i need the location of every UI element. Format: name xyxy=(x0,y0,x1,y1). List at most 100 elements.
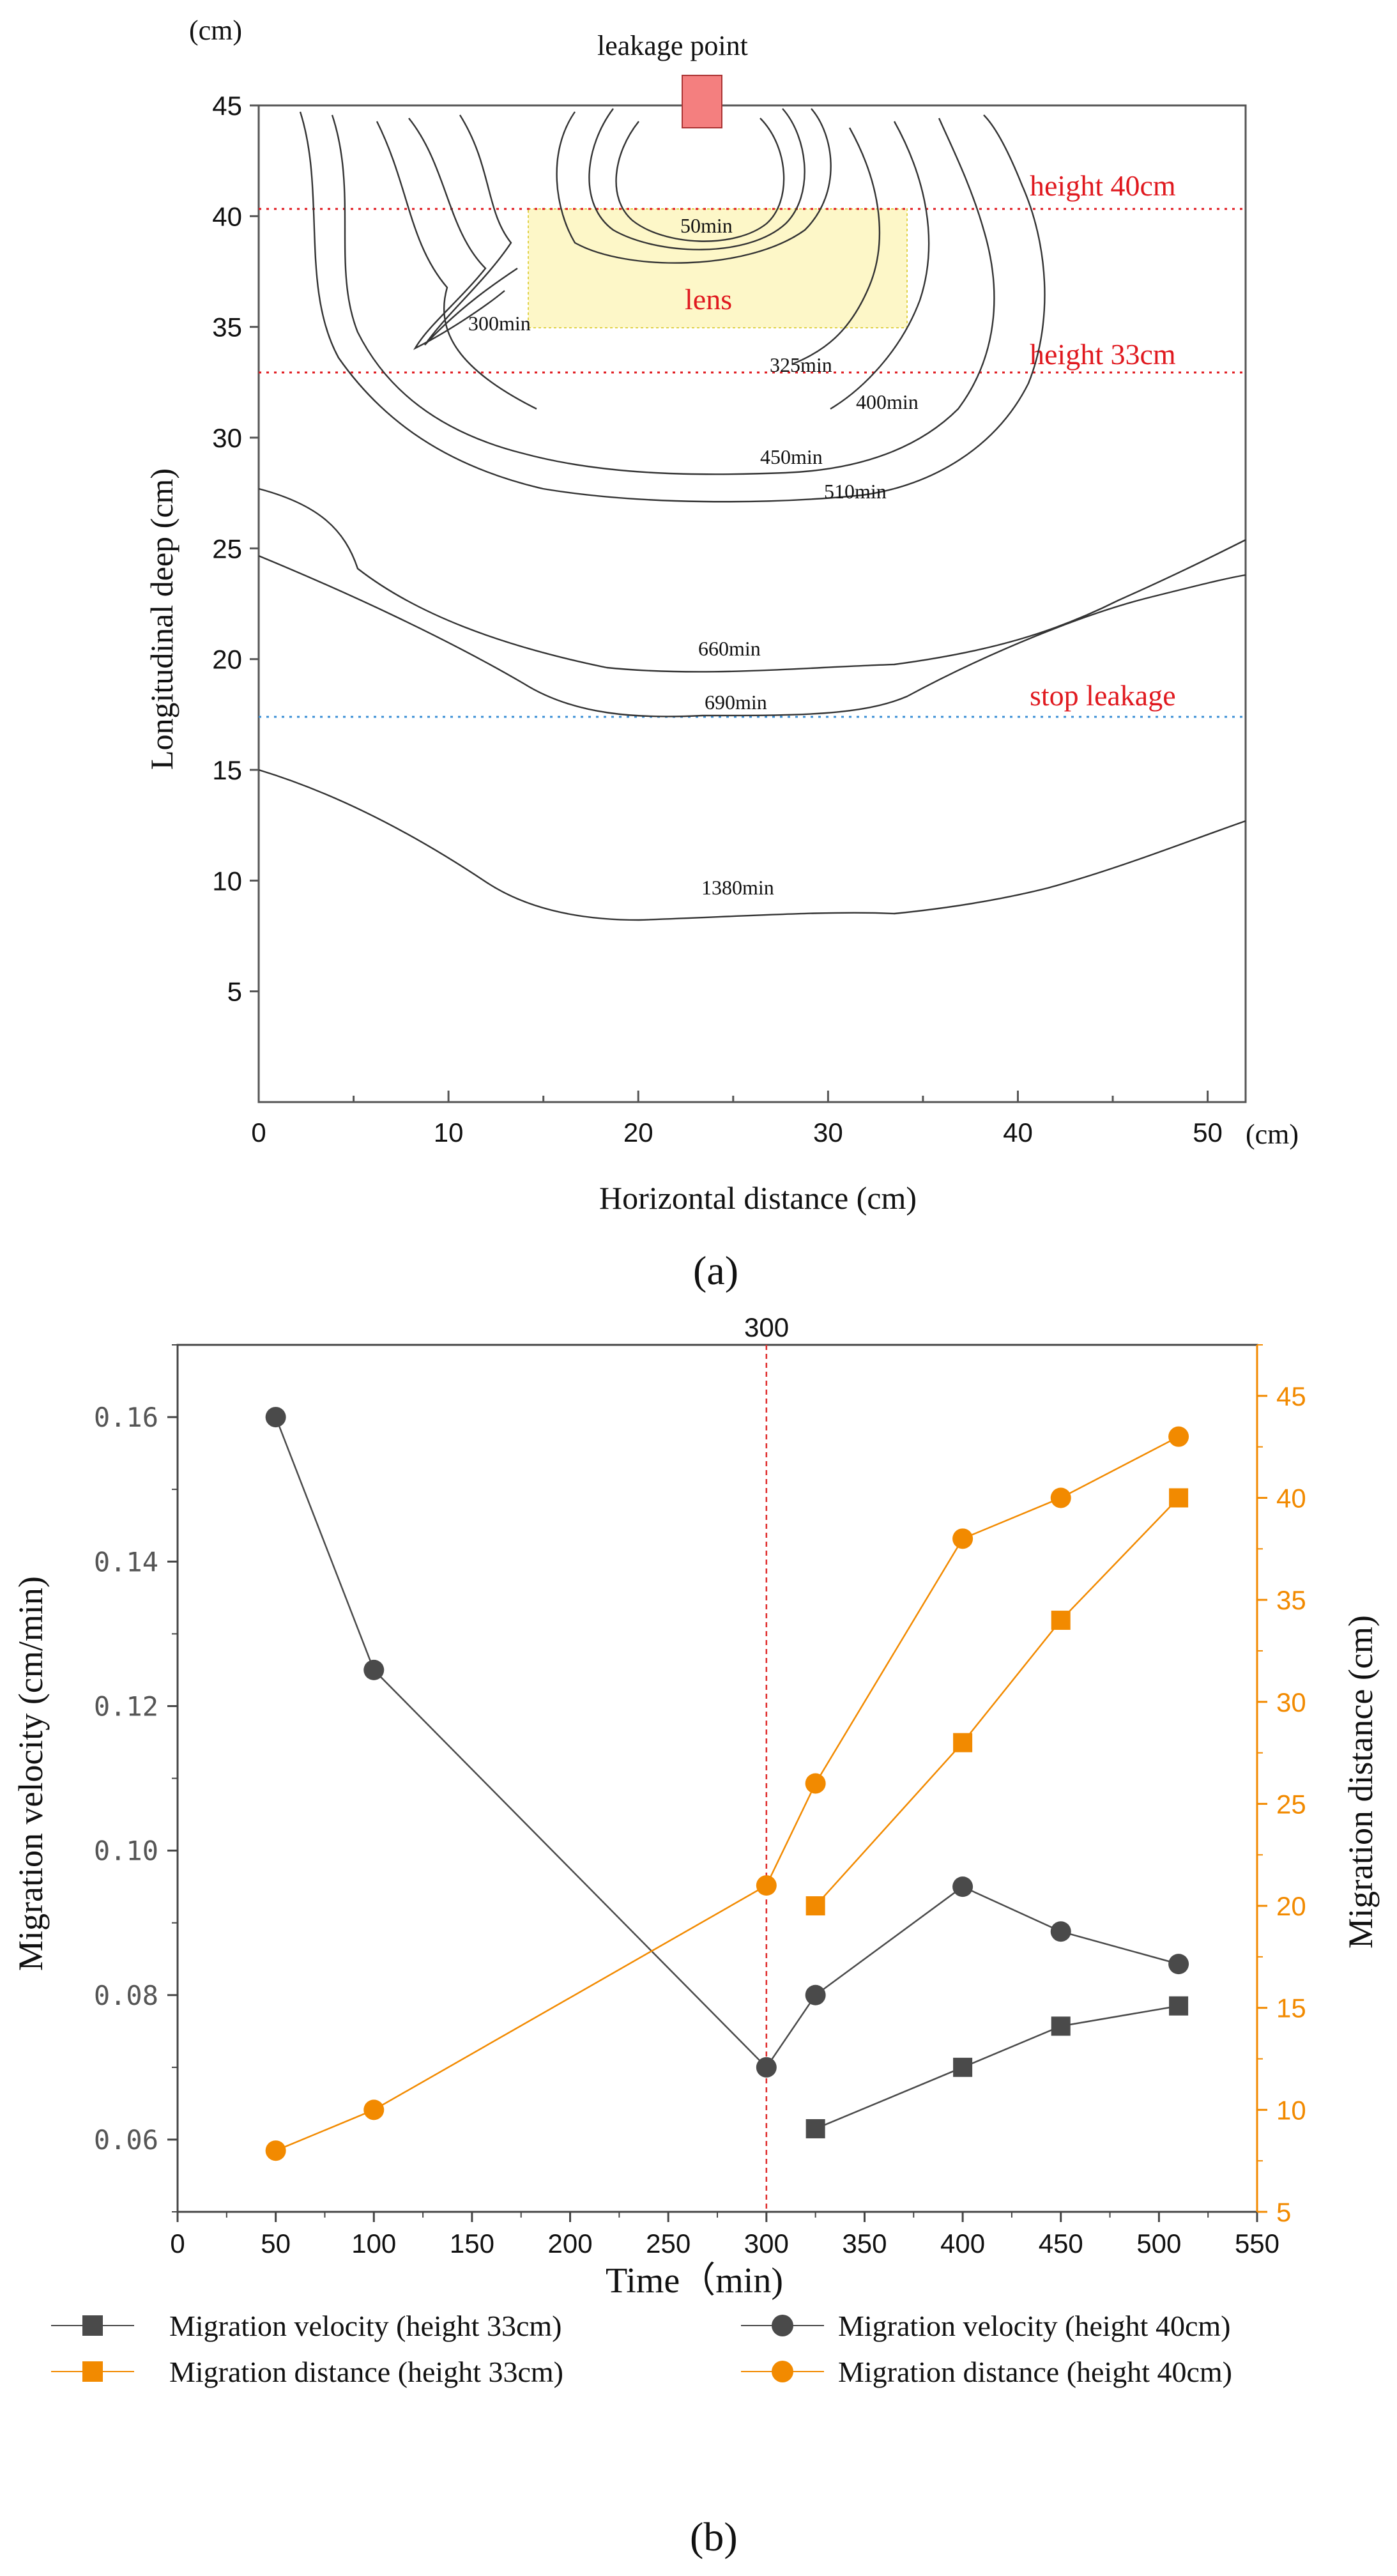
x-tick-label-a: 40 xyxy=(1003,1117,1033,1147)
panel-a-x-axis-title: Horizontal distance (cm) xyxy=(599,1180,917,1216)
contour-510min xyxy=(299,111,1046,503)
panel-a-plot-frame xyxy=(257,104,1247,1103)
y-tick-label-a: 15 xyxy=(212,755,242,785)
x-tick-label-b: 550 xyxy=(1235,2228,1279,2258)
contour-inner-2 xyxy=(588,108,805,250)
x-tick-label-b: 350 xyxy=(842,2228,887,2258)
right-tick-label-b: 25 xyxy=(1276,1789,1306,1819)
x-tick-label-b: 0 xyxy=(170,2228,185,2258)
panel-a: lens height 40cm height 33cm stop leakag… xyxy=(144,15,1299,1293)
contour-300min xyxy=(424,114,518,346)
y-tick-label-a: 10 xyxy=(212,866,242,896)
y-tick-label-a: 40 xyxy=(212,201,242,231)
x-tick-label-b: 250 xyxy=(646,2228,691,2258)
data-point-0 xyxy=(1169,1996,1189,2016)
data-point-2 xyxy=(953,1733,973,1752)
contour-label-300min: 300min xyxy=(468,312,531,335)
data-point-3 xyxy=(952,1528,973,1549)
left-tick-label-b: 0.10 xyxy=(94,1836,158,1867)
panel-b-plot-frame xyxy=(176,1344,1258,2213)
contour-300min-b xyxy=(408,118,505,350)
legend-marker-distance-33 xyxy=(82,2361,103,2382)
y-tick-label-a: 25 xyxy=(212,533,242,564)
x-tick-label-b: 50 xyxy=(261,2228,291,2258)
contour-1380min xyxy=(258,769,1246,921)
y-tick-label-a: 35 xyxy=(212,312,242,342)
y-tick-label-a: 45 xyxy=(212,91,242,121)
right-tick-label-b: 5 xyxy=(1276,2197,1291,2227)
contour-label-1380min: 1380min xyxy=(701,876,774,899)
leakage-point-marker xyxy=(682,75,722,128)
data-point-1 xyxy=(805,1984,826,2005)
contour-label-50min: 50min xyxy=(680,214,733,237)
data-point-3 xyxy=(756,1875,777,1896)
x-tick-label-b: 400 xyxy=(940,2228,985,2258)
y-tick-label-a: 30 xyxy=(212,423,242,453)
legend-marker-velocity-33 xyxy=(82,2315,103,2336)
data-point-1 xyxy=(952,1876,973,1897)
lens-region xyxy=(528,208,908,328)
panel-a-label: (a) xyxy=(693,1248,738,1293)
legend: Migration velocity (height 33cm) Migrati… xyxy=(51,2310,1232,2388)
panel-b-ticks: 0 50 100 150 200 250 300 350 400 450 500 550 0.06 0.0… xyxy=(94,1344,1306,2258)
leakage-point-label: leakage point xyxy=(597,30,748,61)
panel-b-left-axis-title: Migration velocity (cm/min) xyxy=(11,1576,50,1971)
series-line-1 xyxy=(275,1416,1179,2069)
contour-300min-c xyxy=(376,121,537,410)
x-tick-label-a: 10 xyxy=(434,1117,464,1147)
data-point-3 xyxy=(805,1773,826,1794)
right-tick-label-b: 40 xyxy=(1276,1483,1306,1513)
panel-b-vline-label: 300 xyxy=(744,1312,789,1342)
left-tick-label-b: 0.14 xyxy=(94,1546,158,1577)
legend-label-distance-33: Migration distance (height 33cm) xyxy=(169,2356,563,2388)
panel-b-x-axis-title: Time（min) xyxy=(606,2261,783,2301)
panel-a-x-unit: (cm) xyxy=(1246,1119,1299,1150)
contour-325min xyxy=(791,127,881,365)
right-tick-label-b: 15 xyxy=(1276,1993,1306,2023)
legend-marker-distance-40 xyxy=(772,2361,793,2382)
data-point-1 xyxy=(363,1659,385,1680)
right-tick-label-b: 35 xyxy=(1276,1585,1306,1615)
contour-660min xyxy=(258,487,1246,673)
data-point-3 xyxy=(363,2099,385,2120)
data-point-1 xyxy=(1050,1921,1071,1942)
left-tick-label-b: 0.12 xyxy=(94,1690,158,1722)
contour-label-690min: 690min xyxy=(705,691,767,714)
data-point-3 xyxy=(265,2140,286,2161)
series-line-0 xyxy=(815,2005,1179,2130)
contour-label-325min: 325min xyxy=(770,353,832,376)
contour-label-450min: 450min xyxy=(760,445,823,468)
x-tick-label-a: 20 xyxy=(623,1117,653,1147)
data-point-2 xyxy=(805,1896,825,1916)
left-tick-label-b: 0.16 xyxy=(94,1402,158,1433)
contour-450min-left xyxy=(331,114,786,475)
data-point-2 xyxy=(1051,1611,1071,1630)
x-tick-label-b: 500 xyxy=(1136,2228,1181,2258)
panel-b-label: (b) xyxy=(690,2514,738,2559)
x-tick-label-a: 30 xyxy=(813,1117,843,1147)
x-tick-label-a: 0 xyxy=(251,1117,266,1147)
series-line-2 xyxy=(814,1497,1179,1906)
contour-400min xyxy=(830,121,930,410)
data-point-1 xyxy=(756,2057,777,2078)
panel-a-y-unit: (cm) xyxy=(189,15,242,46)
panel-b-marks xyxy=(265,1345,1189,2212)
right-tick-label-b: 45 xyxy=(1276,1381,1306,1411)
panel-b: 0 50 100 150 200 250 300 350 400 450 500 550 0.06 0.0… xyxy=(11,1312,1380,2559)
data-point-0 xyxy=(805,2119,825,2138)
contour-inner-3 xyxy=(556,108,832,264)
legend-marker-velocity-40 xyxy=(772,2315,793,2336)
contour-label-400min: 400min xyxy=(856,390,919,413)
panel-b-right-axis-title: Migration distance (cm) xyxy=(1341,1615,1380,1949)
legend-label-velocity-40: Migration velocity (height 40cm) xyxy=(838,2310,1230,2342)
x-tick-label-b: 450 xyxy=(1039,2228,1083,2258)
x-tick-label-b: 300 xyxy=(744,2228,789,2258)
left-tick-label-b: 0.08 xyxy=(94,1980,158,2011)
x-tick-label-b: 150 xyxy=(450,2228,494,2258)
x-tick-label-a: 50 xyxy=(1193,1117,1223,1147)
y-tick-label-a: 20 xyxy=(212,645,242,675)
panel-a-ticks: 0 10 20 30 40 50 5 10 15 20 25 30 35 40 45 xyxy=(212,91,1223,1147)
data-point-3 xyxy=(1168,1426,1189,1447)
contour-450min-right xyxy=(785,118,995,474)
